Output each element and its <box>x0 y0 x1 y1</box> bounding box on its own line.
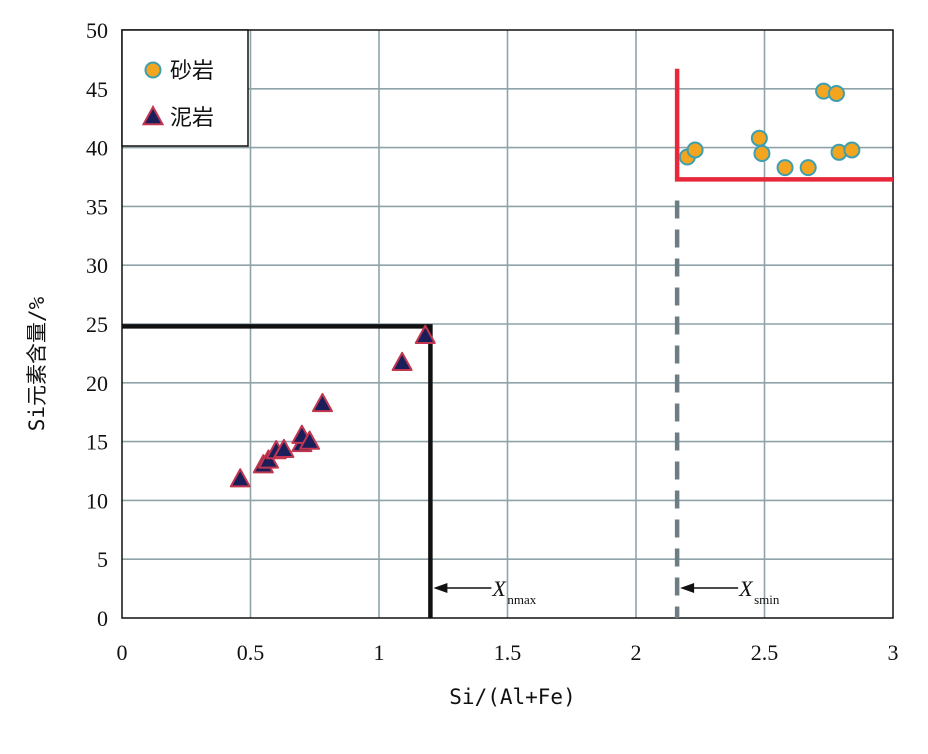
y-tick-label: 0 <box>97 606 108 631</box>
sandstone-point <box>827 85 845 103</box>
y-tick-label: 10 <box>86 488 108 513</box>
x-tick-label: 2.5 <box>751 640 779 665</box>
mudstone-point <box>229 468 251 488</box>
sandstone-point <box>753 144 771 162</box>
y-tick-label: 45 <box>86 77 108 102</box>
xnmax-label-subscript: nmax <box>507 592 536 607</box>
xsmin-label: X <box>738 576 754 601</box>
y-axis-title: Si元素含量/% <box>25 296 49 431</box>
y-tick-label: 15 <box>86 430 108 455</box>
sandstone-point <box>799 159 817 177</box>
legend: 砂岩 泥岩 <box>121 29 249 147</box>
x-tick-label: 1.5 <box>494 640 522 665</box>
x-tick-label: 2 <box>631 640 642 665</box>
xsmin-arrow <box>680 583 739 593</box>
sandstone-threshold-box <box>674 68 893 182</box>
sandstone-point <box>750 129 768 147</box>
arrow-head <box>433 583 448 593</box>
xnmax-label: X <box>491 576 507 601</box>
y-tick-labels: 0 5 10 15 20 25 30 35 40 45 50 <box>86 18 108 631</box>
legend-label-mudstone: 泥岩 <box>170 106 214 131</box>
y-tick-label: 5 <box>97 547 108 572</box>
plot-frame <box>121 29 894 619</box>
sandstone-point <box>686 141 704 159</box>
y-tick-label: 30 <box>86 253 108 278</box>
x-tick-label: 3 <box>888 640 899 665</box>
legend-marker-mudstone <box>141 104 165 126</box>
sandstone-point <box>776 159 794 177</box>
x-tick-label: 0.5 <box>237 640 265 665</box>
legend-box <box>121 29 249 147</box>
xnmax-arrow <box>433 583 492 593</box>
mudstone-threshold-box <box>122 324 433 618</box>
mudstone-point <box>414 324 436 344</box>
x-tick-label: 0 <box>117 640 128 665</box>
xsmin-label-subscript: smin <box>754 592 780 607</box>
data-points <box>229 82 861 488</box>
mudstone-point <box>311 392 333 413</box>
y-tick-label: 20 <box>86 371 108 396</box>
x-tick-label: 1 <box>374 640 385 665</box>
y-tick-label: 50 <box>86 18 108 43</box>
grid-lines <box>122 30 893 618</box>
x-axis-title: Si/(Al+Fe) <box>449 685 575 709</box>
x-tick-labels: 0 0.5 1 1.5 2 2.5 3 <box>117 640 899 665</box>
mudstone-point <box>391 351 413 372</box>
legend-marker-sandstone <box>144 61 162 79</box>
legend-label-sandstone: 砂岩 <box>170 59 214 84</box>
sandstone-point <box>843 141 861 159</box>
y-tick-label: 40 <box>86 136 108 161</box>
mudstone-point <box>273 438 295 459</box>
y-tick-label: 25 <box>86 312 108 337</box>
y-tick-label: 35 <box>86 194 108 219</box>
arrow-head <box>680 583 695 593</box>
mudstone-point <box>299 430 321 450</box>
